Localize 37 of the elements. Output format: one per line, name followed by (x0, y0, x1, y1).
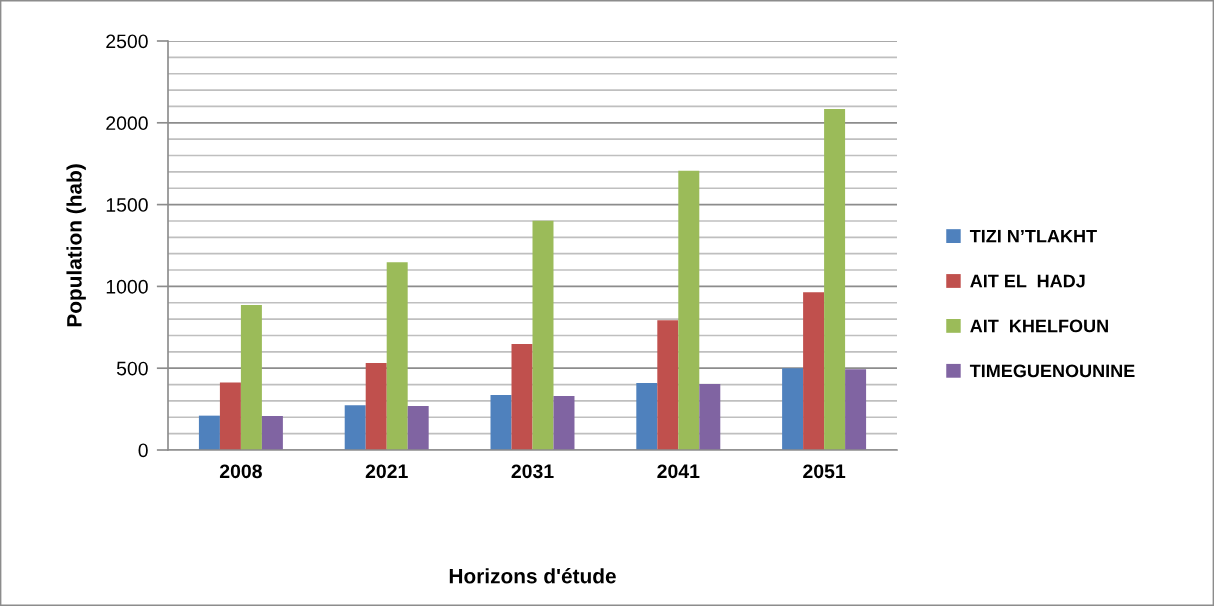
x-tick-label: 2031 (511, 464, 554, 479)
y-tick-label: 500 (116, 361, 148, 376)
legend-label: TIZI N’TLAKHT (969, 229, 1097, 243)
bar (845, 369, 867, 450)
bar (824, 109, 846, 450)
x-tick-label: 2008 (219, 464, 262, 479)
y-axis-title: Population (hab) (66, 164, 86, 327)
x-tick-label: 2041 (657, 464, 700, 479)
x-tick-label: 2051 (803, 464, 846, 479)
x-axis-title: Horizons d'étude (449, 567, 616, 584)
legend-label: AIT EL HADJ (970, 274, 1085, 288)
legend-label: TIMEGUENOUNINE (969, 364, 1135, 378)
x-tick-label: 2021 (365, 464, 408, 479)
y-tick-label: 0 (138, 443, 148, 458)
bar (699, 383, 721, 450)
bar (344, 405, 366, 450)
bar (219, 382, 241, 450)
bar (261, 415, 283, 450)
y-tick-label: 1500 (106, 198, 148, 212)
legend-label: AIT KHELFOUN (970, 319, 1108, 333)
y-tick-label: 2000 (106, 116, 148, 131)
bar (198, 415, 220, 450)
bar (511, 343, 533, 450)
bar (678, 170, 700, 450)
bar (490, 395, 512, 450)
y-tick-label: 1000 (106, 279, 148, 294)
bar (803, 292, 825, 450)
bar (636, 382, 658, 450)
bar (553, 396, 575, 450)
bar (782, 368, 804, 450)
bar (407, 405, 429, 450)
bar (365, 362, 387, 450)
bar (386, 262, 408, 450)
bar (532, 220, 554, 450)
bar (657, 320, 679, 450)
y-tick-label: 2500 (106, 34, 148, 49)
bar (240, 304, 262, 450)
